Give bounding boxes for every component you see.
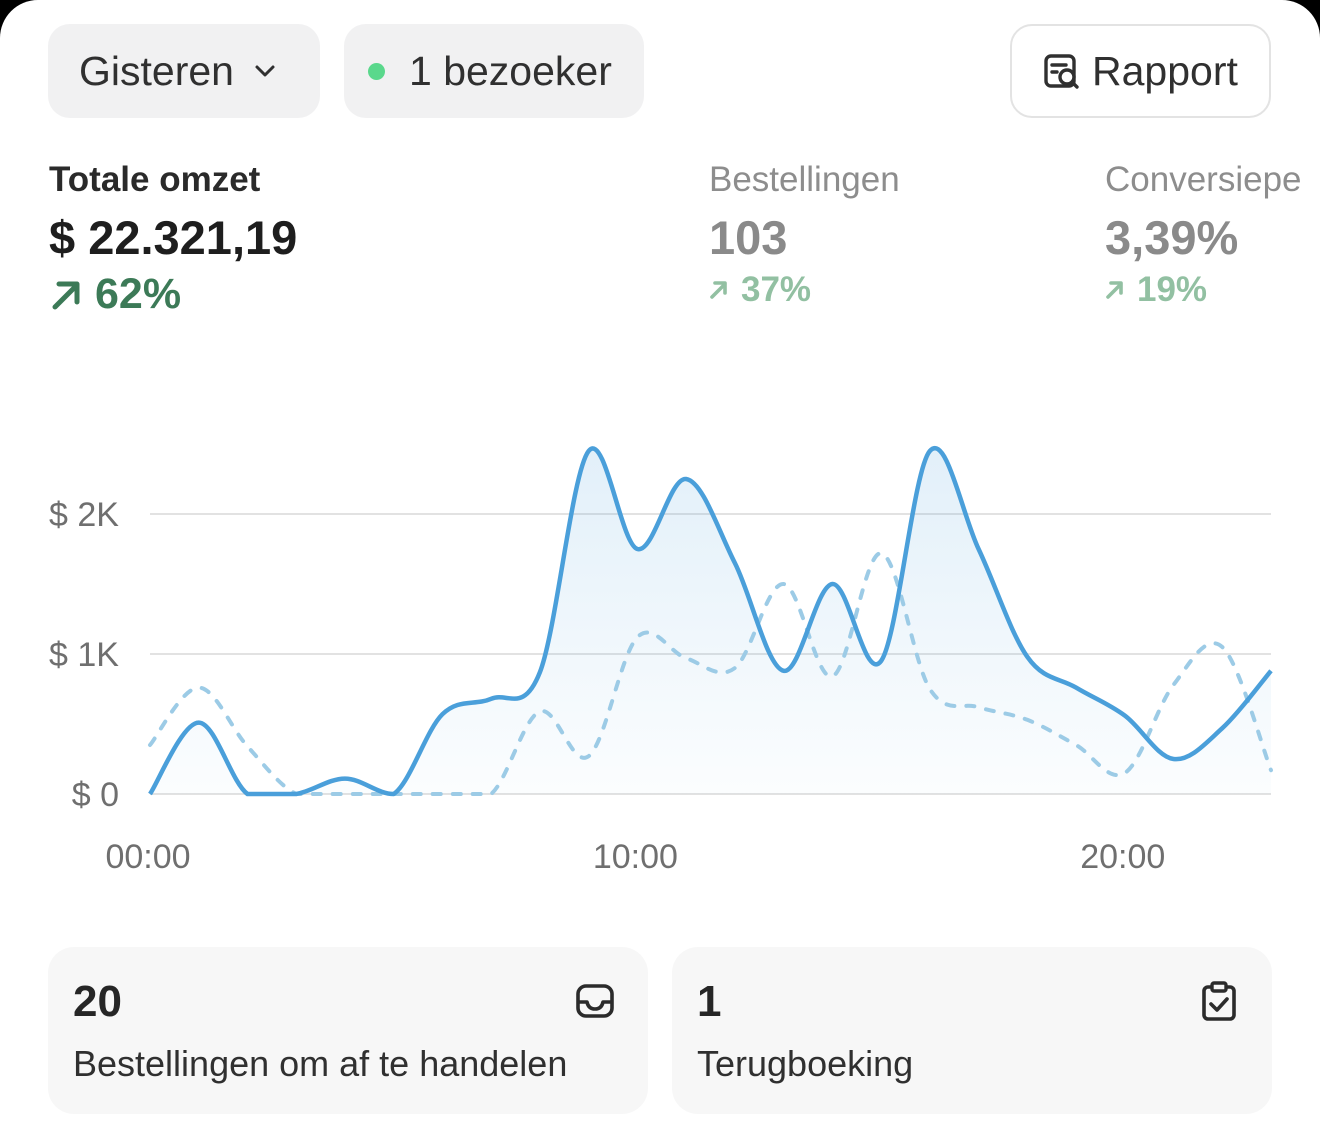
metric-label: Conversiepe: [1105, 160, 1302, 199]
revenue-line-chart[interactable]: $ 0 $ 1K $ 2K 00:00 10:00 20:00: [0, 360, 1320, 900]
metric-orders[interactable]: Bestellingen 103 37%: [709, 158, 900, 310]
live-visitors-label: 1 bezoeker: [409, 47, 612, 94]
arrow-up-right-icon: [52, 281, 80, 309]
report-label: Rapport: [1092, 47, 1238, 94]
report-button[interactable]: Rapport: [1010, 24, 1271, 118]
metric-label: Totale omzet: [49, 160, 261, 199]
metric-value: $ 22.321,19: [49, 211, 298, 264]
report-search-icon: [1042, 51, 1082, 91]
y-tick-label: $ 0: [72, 776, 119, 814]
card-value: 1: [697, 977, 722, 1026]
y-tick-label: $ 1K: [49, 636, 119, 674]
metric-delta: 19%: [1105, 270, 1302, 310]
metric-delta: 62%: [49, 270, 297, 319]
current-series-line: [148, 446, 1273, 797]
metric-label: Bestellingen: [709, 160, 900, 199]
x-tick-label: 20:00: [1080, 838, 1165, 876]
clipboard-check-icon: [1202, 981, 1236, 1021]
x-tick-label: 00:00: [105, 838, 190, 876]
inbox-icon: [576, 984, 614, 1018]
chargeback-card[interactable]: 1 Terugboeking: [672, 947, 1272, 1114]
y-tick-label: $ 2K: [49, 496, 119, 534]
card-value: 20: [73, 977, 122, 1026]
date-range-label: Gisteren: [79, 47, 234, 94]
metric-delta: 37%: [709, 270, 900, 310]
metric-value: 3,39%: [1105, 211, 1239, 264]
series-area: [150, 448, 1271, 794]
orders-to-fulfill-card[interactable]: 20 Bestellingen om af te handelen: [48, 947, 648, 1114]
metric-delta-value: 37%: [741, 270, 812, 309]
arrow-up-right-icon: [710, 281, 727, 299]
card-label: Terugboeking: [697, 1043, 914, 1084]
metric-delta-value: 19%: [1137, 270, 1208, 309]
metric-value: 103: [709, 211, 788, 264]
live-status-dot: [368, 62, 385, 80]
comparison-series-line: [148, 551, 1273, 796]
metric-conversion[interactable]: Conversiepe 3,39% 19%: [1105, 158, 1302, 310]
arrow-up-right-icon: [1106, 281, 1123, 299]
x-tick-label: 10:00: [593, 838, 678, 876]
metric-total-revenue[interactable]: Totale omzet $ 22.321,19 62%: [49, 158, 297, 319]
live-visitors-button[interactable]: 1 bezoeker: [344, 24, 644, 118]
metric-delta-value: 62%: [95, 270, 182, 318]
date-range-button[interactable]: Gisteren: [48, 24, 320, 118]
chevron-down-icon: [250, 56, 280, 86]
card-label: Bestellingen om af te handelen: [73, 1043, 568, 1084]
